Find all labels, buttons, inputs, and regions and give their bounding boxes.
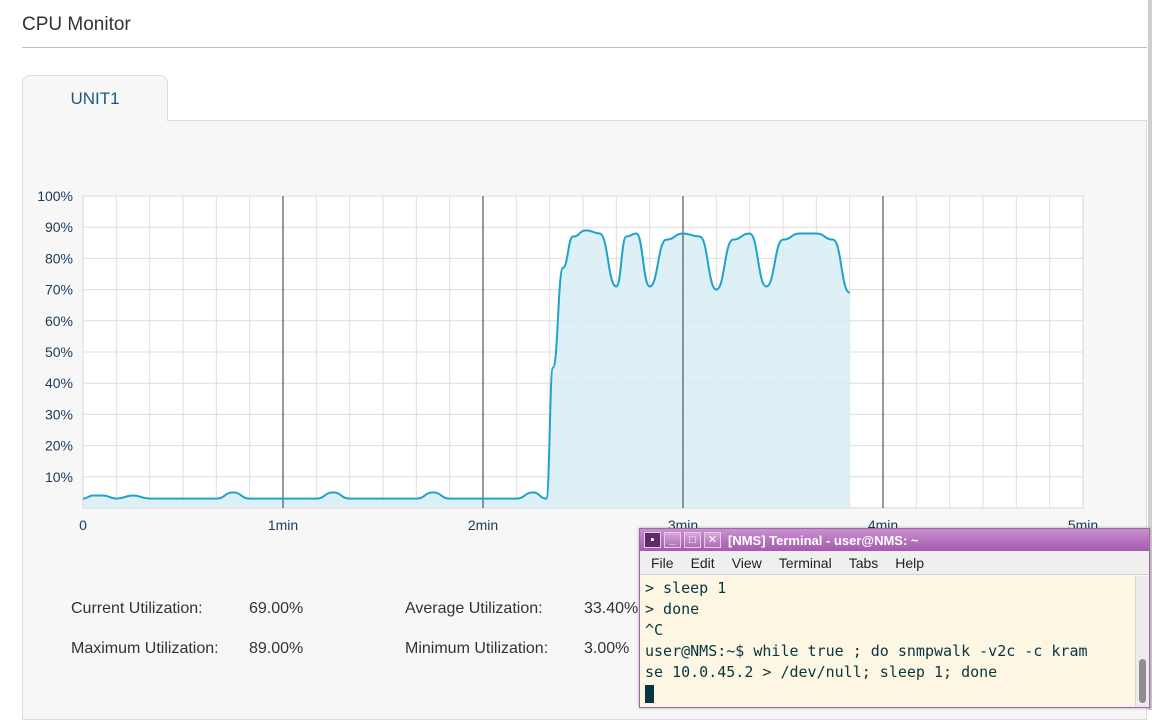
cpu-series-area xyxy=(83,230,850,508)
minimum-utilization-value: 3.00% xyxy=(584,640,630,657)
y-tick-label: 90% xyxy=(45,219,73,235)
current-utilization-value: 69.00% xyxy=(249,600,304,617)
terminal-prompt-line[interactable] xyxy=(645,683,1135,704)
terminal-line: > sleep 1 xyxy=(645,579,727,597)
terminal-scroll-thumb[interactable] xyxy=(1139,659,1146,703)
terminal-window[interactable]: ▪ _ □ ✕ [NMS] Terminal - user@NMS: ~ Fil… xyxy=(639,528,1150,708)
y-tick-label: 60% xyxy=(45,313,73,329)
maximum-utilization-value: 89.00% xyxy=(249,640,304,657)
cpu-series-line xyxy=(82,229,851,500)
terminal-output[interactable]: > sleep 1 > done ^C user@NMS:~$ while tr… xyxy=(640,576,1135,707)
y-tick-label: 100% xyxy=(37,188,73,204)
menu-help[interactable]: Help xyxy=(895,554,925,571)
y-tick-label: 40% xyxy=(45,375,73,391)
menu-edit[interactable]: Edit xyxy=(690,554,715,571)
menu-tabs[interactable]: Tabs xyxy=(848,554,879,571)
terminal-line: user@NMS:~$ while true ; do snmpwalk -v2… xyxy=(645,642,1088,660)
average-utilization-label: Average Utilization: xyxy=(405,600,543,617)
y-tick-label: 10% xyxy=(45,469,73,485)
terminal-title: [NMS] Terminal - user@NMS: ~ xyxy=(728,532,919,548)
terminal-line: se 10.0.45.2 > /dev/null; sleep 1; done xyxy=(645,663,998,681)
menu-file[interactable]: File xyxy=(651,554,674,571)
terminal-app-icon[interactable]: ▪ xyxy=(644,532,661,548)
y-tick-label: 30% xyxy=(45,406,73,422)
menu-terminal[interactable]: Terminal xyxy=(778,554,832,571)
terminal-line: > done xyxy=(645,600,700,618)
current-utilization-label: Current Utilization: xyxy=(71,600,203,617)
maximum-utilization-label: Maximum Utilization: xyxy=(71,640,219,657)
maximize-icon[interactable]: □ xyxy=(684,532,701,548)
y-tick-label: 80% xyxy=(45,250,73,266)
y-tick-label: 20% xyxy=(45,438,73,454)
menu-view[interactable]: View xyxy=(731,554,762,571)
minimize-icon[interactable]: _ xyxy=(664,532,681,548)
terminal-scrollbar[interactable] xyxy=(1135,576,1149,707)
tab-unit1[interactable]: UNIT1 xyxy=(22,75,168,121)
x-tick-label: 1min xyxy=(268,517,298,533)
minimum-utilization-label: Minimum Utilization: xyxy=(405,640,549,657)
terminal-line: ^C xyxy=(645,621,664,639)
title-divider xyxy=(22,47,1147,48)
close-icon[interactable]: ✕ xyxy=(704,532,721,548)
y-tick-label: 70% xyxy=(45,282,73,298)
average-utilization-value: 33.40% xyxy=(584,600,639,617)
terminal-menubar: File Edit View Terminal Tabs Help xyxy=(640,551,1149,575)
y-tick-label: 50% xyxy=(45,344,73,360)
x-tick-label: 2min xyxy=(468,517,498,533)
text-cursor xyxy=(645,684,654,703)
window-right-edge xyxy=(1148,0,1152,710)
terminal-titlebar[interactable]: ▪ _ □ ✕ [NMS] Terminal - user@NMS: ~ xyxy=(640,529,1149,551)
page-title: CPU Monitor xyxy=(22,14,131,35)
x-tick-label: 0 xyxy=(79,517,87,533)
